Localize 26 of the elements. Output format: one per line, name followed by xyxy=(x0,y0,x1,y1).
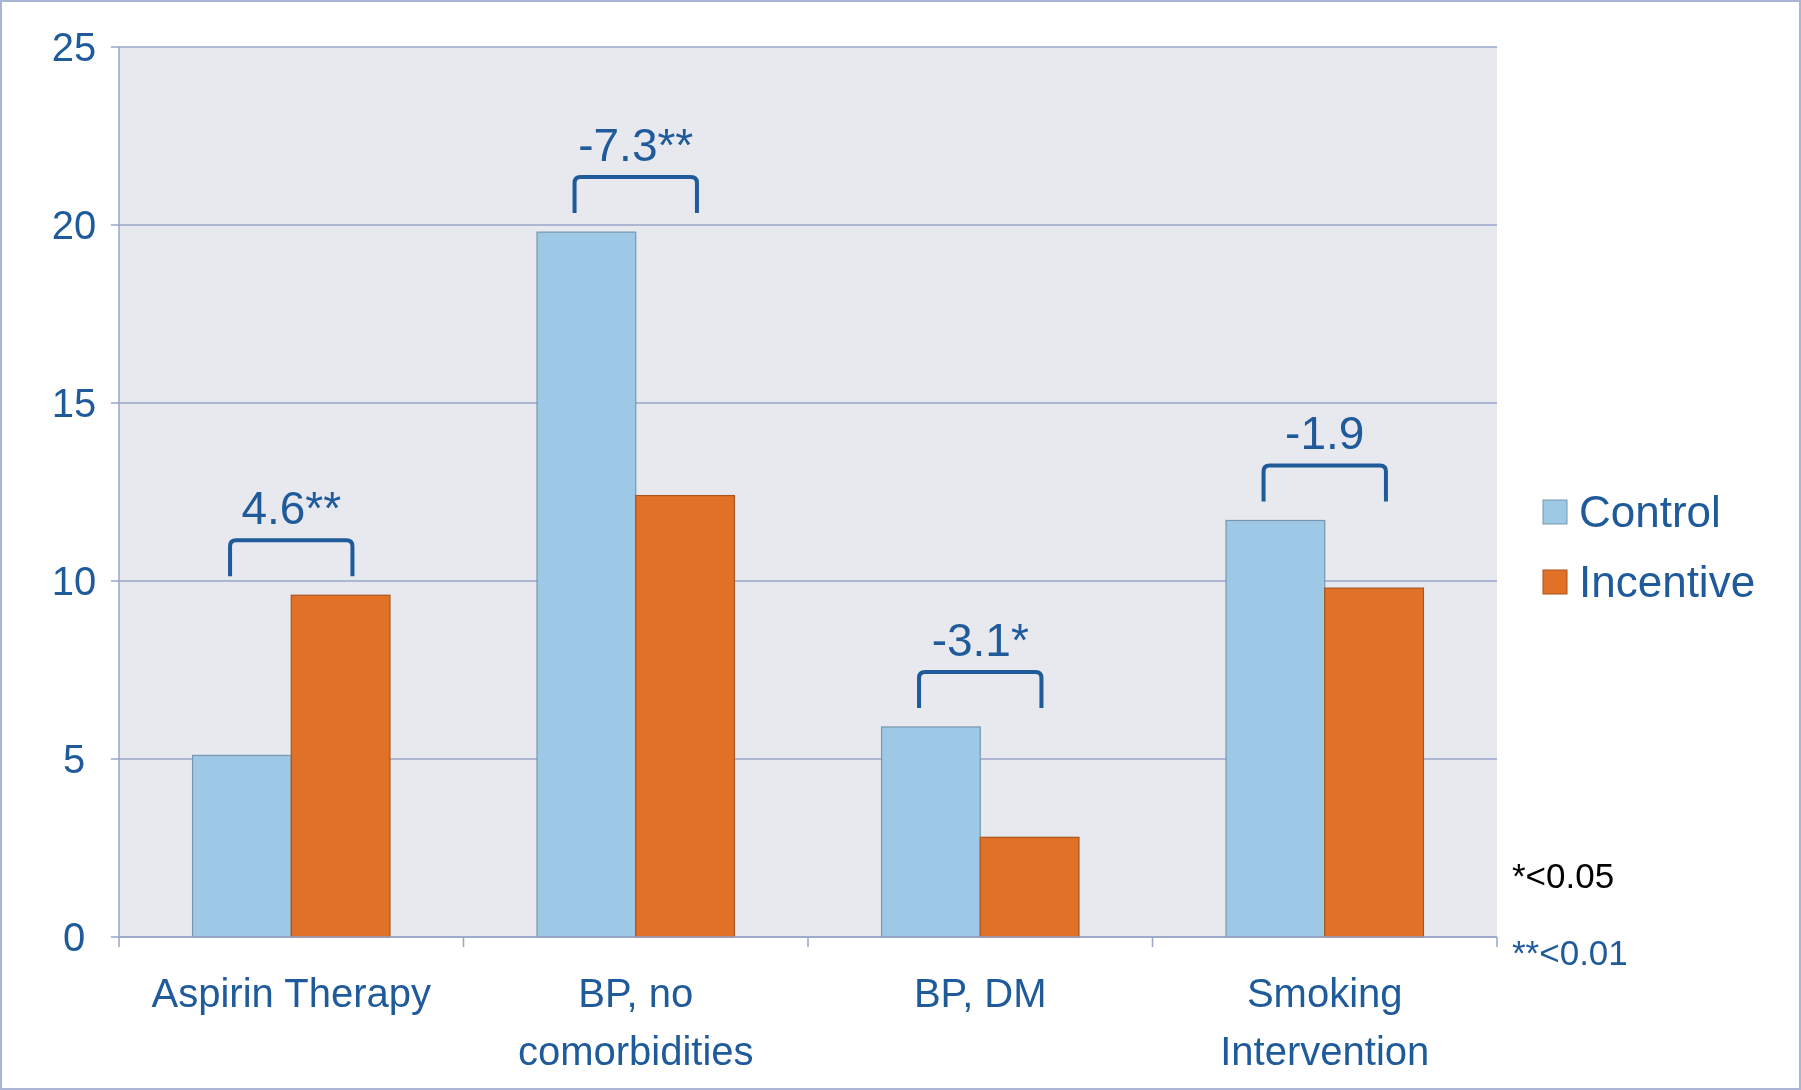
bar xyxy=(880,726,981,938)
bar xyxy=(536,231,637,938)
bar xyxy=(979,836,1080,938)
y-tick-label: 0 xyxy=(62,915,86,959)
x-tick-label: BP, DM xyxy=(913,971,1047,1015)
x-tick-label: BP, no comorbidities xyxy=(517,971,754,1073)
text: *<0.05 xyxy=(1512,856,1615,895)
bar xyxy=(290,594,391,938)
bar xyxy=(635,494,736,938)
legend-label: Incentive xyxy=(1579,557,1756,607)
y-tick-label: 20 xyxy=(51,203,97,247)
text: **<0.01 xyxy=(1512,933,1628,972)
annotation: -1.9 xyxy=(1285,407,1365,460)
bar xyxy=(1324,587,1425,938)
x-tick-label: Smoking Intervention xyxy=(1220,971,1430,1073)
y-tick-label: 10 xyxy=(51,559,97,603)
annotation: -7.3** xyxy=(578,119,694,172)
annotation: 4.6** xyxy=(241,482,342,535)
y-tick-label: 15 xyxy=(51,381,97,425)
legend-label: Control xyxy=(1579,487,1721,537)
y-tick-label: 5 xyxy=(62,737,86,781)
annotation: -3.1* xyxy=(931,613,1029,666)
x-tick-label: Aspirin Therapy xyxy=(151,971,431,1015)
y-tick-label: 25 xyxy=(51,25,97,69)
bar xyxy=(1225,519,1326,938)
bar xyxy=(191,754,292,938)
